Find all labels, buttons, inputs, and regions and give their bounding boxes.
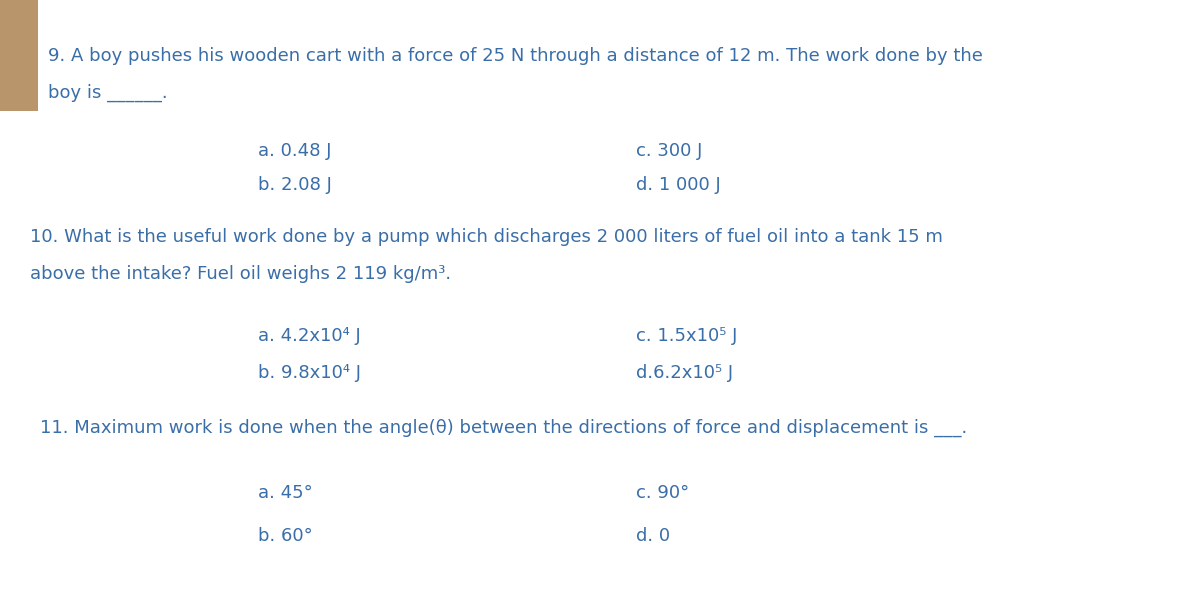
Text: b. 9.8x10⁴ J: b. 9.8x10⁴ J [258,364,361,382]
Text: a. 0.48 J: a. 0.48 J [258,142,331,160]
Text: b. 60°: b. 60° [258,527,313,545]
Text: 11. Maximum work is done when the angle(θ) between the directions of force and d: 11. Maximum work is done when the angle(… [40,419,967,437]
Text: boy is ______.: boy is ______. [48,83,168,102]
Text: c. 300 J: c. 300 J [636,142,702,160]
Text: 9. A boy pushes his wooden cart with a force of 25 N through a distance of 12 m.: 9. A boy pushes his wooden cart with a f… [48,47,983,65]
Text: c. 1.5x10⁵ J: c. 1.5x10⁵ J [636,327,737,345]
Text: a. 4.2x10⁴ J: a. 4.2x10⁴ J [258,327,361,345]
Text: above the intake? Fuel oil weighs 2 119 kg/m³.: above the intake? Fuel oil weighs 2 119 … [30,265,451,283]
Text: 10. What is the useful work done by a pump which discharges 2 000 liters of fuel: 10. What is the useful work done by a pu… [30,229,943,246]
Text: d. 0: d. 0 [636,527,670,545]
Text: c. 90°: c. 90° [636,484,689,502]
Text: b. 2.08 J: b. 2.08 J [258,176,332,194]
Text: a. 45°: a. 45° [258,484,313,502]
Bar [0,0,38,111]
Text: d. 1 000 J: d. 1 000 J [636,176,721,194]
Text: d.6.2x10⁵ J: d.6.2x10⁵ J [636,364,733,382]
